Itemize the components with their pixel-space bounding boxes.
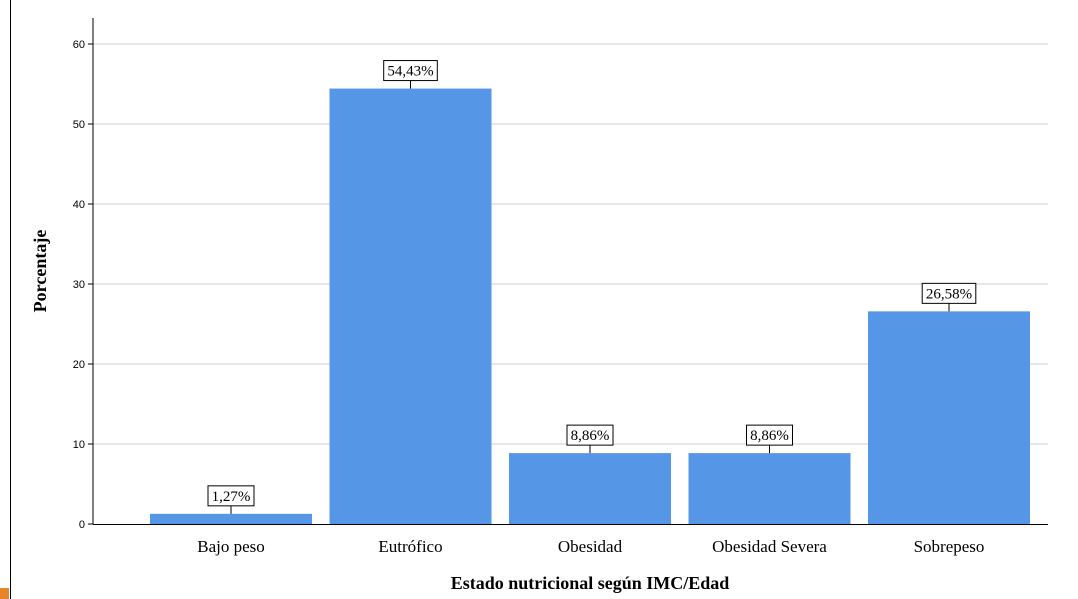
axes <box>88 18 1048 525</box>
data-label-box <box>746 424 793 446</box>
x-tick-labels: Bajo peso Eutrófico Obesidad Obesidad Sever… <box>197 537 984 556</box>
data-label: 1,27% <box>212 489 251 505</box>
x-axis-title: Estado nutricional según IMC/Edad <box>451 573 730 593</box>
y-tick-label: 0 <box>79 519 85 531</box>
x-tick-label: Bajo peso <box>197 537 265 556</box>
x-tick-label: Sobrepeso <box>914 537 985 556</box>
data-label: 26,58% <box>926 286 972 302</box>
data-label-box <box>207 485 255 507</box>
bar-4 <box>868 311 1030 524</box>
y-tick-label: 50 <box>73 119 85 131</box>
bar-3 <box>688 453 851 524</box>
bar-2 <box>509 453 671 524</box>
y-tick-label: 60 <box>73 39 85 51</box>
x-tick-label: Obesidad <box>558 537 623 556</box>
bar-0 <box>150 513 312 524</box>
data-label: 54,43% <box>387 64 433 80</box>
y-axis-title: Porcentaje <box>30 230 50 313</box>
data-label-box <box>383 60 438 82</box>
x-tick-label: Eutrófico <box>378 537 442 556</box>
y-tick-labels: 0 10 20 30 40 50 60 <box>73 39 85 531</box>
data-labels: 1,27% 54,43% 8,86% 8,86% 26,58% <box>207 60 977 514</box>
data-label: 8,86% <box>571 428 610 444</box>
corner-marker <box>0 588 9 599</box>
y-tick-label: 30 <box>73 279 85 291</box>
y-tick-label: 20 <box>73 359 85 371</box>
y-tick-label: 40 <box>73 199 85 211</box>
data-label-box <box>921 282 977 304</box>
y-tick-label: 10 <box>73 439 85 451</box>
chart-frame <box>10 0 1078 599</box>
bar-1 <box>329 88 492 524</box>
x-tick-label: Obesidad Severa <box>712 537 827 556</box>
data-label-box <box>566 424 614 446</box>
data-label: 8,86% <box>750 428 789 444</box>
bars <box>150 88 1030 524</box>
